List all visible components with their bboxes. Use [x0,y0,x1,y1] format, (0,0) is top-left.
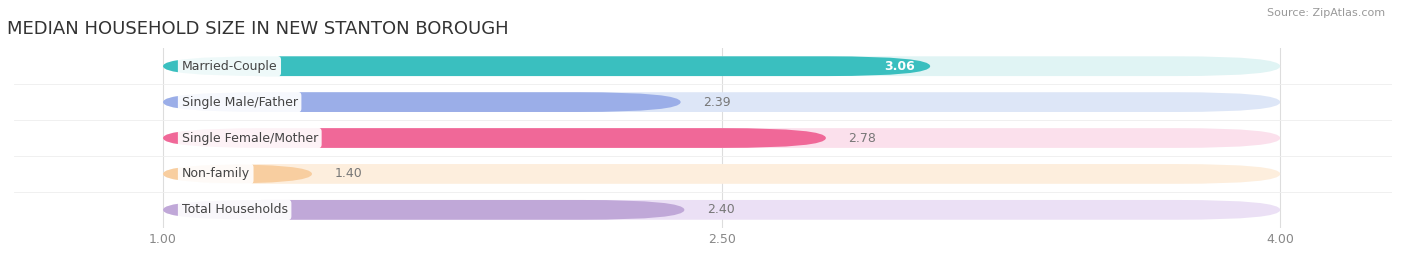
Text: 1.40: 1.40 [335,168,363,180]
FancyBboxPatch shape [163,200,685,220]
FancyBboxPatch shape [163,56,931,76]
FancyBboxPatch shape [163,128,825,148]
FancyBboxPatch shape [163,56,1281,76]
Text: 3.06: 3.06 [884,60,915,73]
FancyBboxPatch shape [163,164,312,184]
Text: Total Households: Total Households [181,203,288,216]
FancyBboxPatch shape [163,92,1281,112]
Text: MEDIAN HOUSEHOLD SIZE IN NEW STANTON BOROUGH: MEDIAN HOUSEHOLD SIZE IN NEW STANTON BOR… [7,20,509,38]
Text: Non-family: Non-family [181,168,250,180]
FancyBboxPatch shape [163,128,1281,148]
Text: 2.78: 2.78 [848,132,876,144]
Text: Married-Couple: Married-Couple [181,60,277,73]
Text: 2.40: 2.40 [707,203,734,216]
FancyBboxPatch shape [163,200,1281,220]
FancyBboxPatch shape [163,92,681,112]
Text: Single Male/Father: Single Male/Father [181,96,298,109]
FancyBboxPatch shape [163,164,1281,184]
Text: Source: ZipAtlas.com: Source: ZipAtlas.com [1267,8,1385,18]
Text: Single Female/Mother: Single Female/Mother [181,132,318,144]
Text: 2.39: 2.39 [703,96,731,109]
